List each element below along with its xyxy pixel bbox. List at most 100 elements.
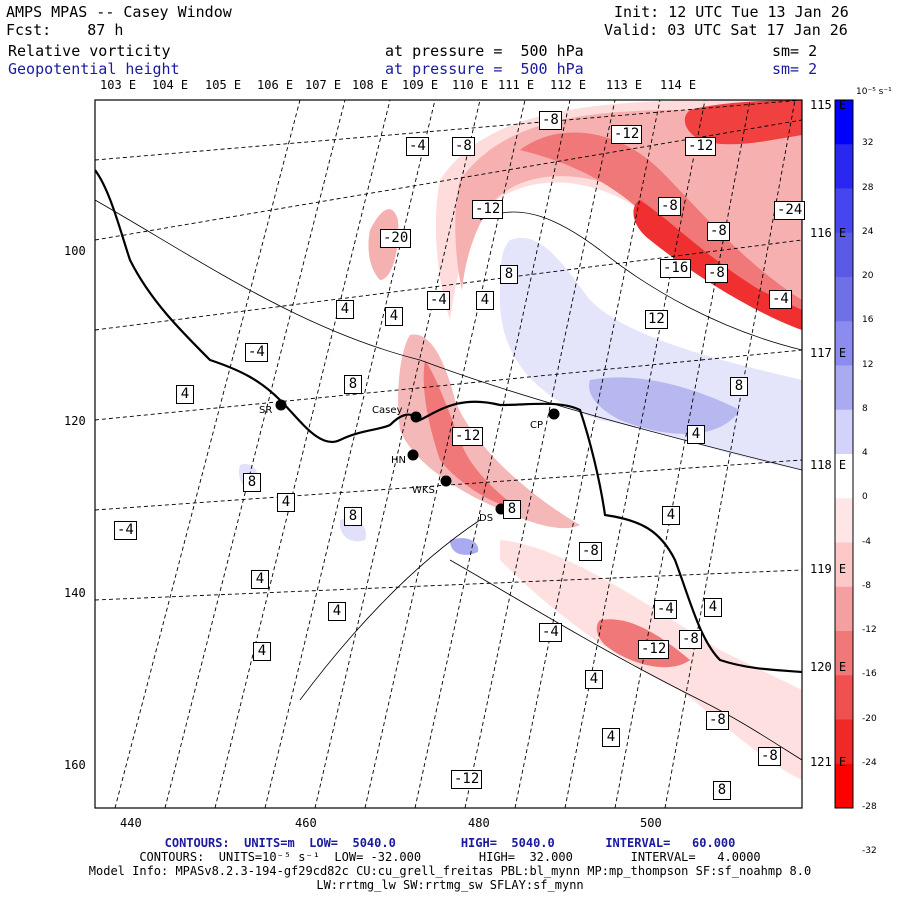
station-marker-hn [407,449,419,461]
contour-value-label: 4 [336,300,354,319]
footer-vorticity-contours: CONTOURS: UNITS=10⁻⁵ s⁻¹ LOW= -32.000 HI… [139,850,761,864]
vort-shade-neg-ridge-core [423,360,520,510]
contour-value-label: -8 [452,137,475,156]
contour-value-label: -4 [114,521,137,540]
colorbar-tick-label: 0 [862,492,868,503]
graticule [95,100,802,808]
colorbar [834,99,854,809]
contour-value-label: 8 [730,377,748,396]
contour-value-label: -12 [451,770,483,789]
contour-value-label: -12 [472,200,504,219]
top-longitude-label: 113 E [606,78,643,92]
right-longitude-label: 116 E [810,226,847,240]
colorbar-tick-label: 24 [862,226,874,237]
station-label-casey: Casey [372,405,402,416]
meridian-line [264,100,436,808]
contour-value-label: -4 [654,600,677,619]
colorbar-tick-label: 20 [862,271,874,281]
vort-shade-neg-ne2 [455,105,802,320]
colorbar-tick-label: 4 [862,448,868,458]
contour-value-label: -24 [774,201,806,220]
colorbar-swatch [835,321,853,366]
colorbar-tick-label: -12 [862,625,877,635]
top-longitude-label: 111 E [498,78,535,92]
colorbar-tick-label: -28 [862,802,877,812]
contour-value-label: -4 [427,291,450,310]
geopotential-contour [95,199,802,471]
contour-value-label: -12 [685,137,717,156]
contour-value-label: -4 [539,623,562,642]
model-title: AMPS MPAS -- Casey Window [6,3,232,21]
contour-value-label: -4 [769,290,792,309]
station-marker-wks [440,475,452,487]
x-axis-tick-label: 500 [640,816,662,830]
meridian-line [314,100,481,808]
colorbar-swatch [835,498,853,543]
contour-value-label: -12 [638,640,670,659]
parallel-line [95,100,802,161]
parallel-line [95,569,802,601]
right-longitude-label: 121 E [810,755,847,769]
contour-value-label: 8 [344,375,362,394]
top-longitude-label: 112 E [550,78,587,92]
map-frame [94,99,803,809]
colorbar-swatch [835,763,853,809]
colorbar-tick-label: 12 [862,359,874,370]
meridian-line [464,100,616,808]
geopotential-contour-2 [299,519,481,701]
colorbar-swatch [835,409,853,455]
top-longitude-label: 103 E [100,78,137,92]
contour-value-label: -8 [705,264,728,283]
geopotential-contour-4 [479,211,802,351]
x-axis-tick-label: 440 [120,816,142,830]
field1-name: Relative vorticity [8,42,171,60]
station-label-cp: CP [530,420,543,431]
meridian-line [214,100,391,808]
colorbar-unit: 10⁻⁵ s⁻¹ [856,87,892,97]
contour-value-label: -4 [406,137,429,156]
meridian-line [664,100,796,808]
coastline-path [95,169,802,674]
contour-value-label: 4 [253,642,271,661]
contour-value-label: -8 [707,222,730,241]
colorbar-swatch [835,631,853,676]
contour-value-label: 8 [713,781,731,800]
contour-value-label: 4 [251,570,269,589]
contour-value-label: 4 [385,307,403,326]
top-longitude-label: 105 E [205,78,242,92]
top-longitude-label: 109 E [402,78,439,92]
vort-shade-neg-ne-top [684,100,802,145]
contour-value-label: -8 [758,747,781,766]
contour-value-label: 8 [503,500,521,519]
contour-value-label: -12 [611,125,643,144]
colorbar-swatch [835,365,853,411]
geopotential-contour-3 [449,559,802,761]
top-longitude-label: 108 E [352,78,389,92]
x-axis-tick-label: 460 [295,816,317,830]
contour-value-label: -8 [579,542,602,561]
meridian-line [164,100,346,808]
contour-value-label: -8 [706,711,729,730]
y-axis-tick-label: 160 [64,758,86,772]
colorbar-swatch [835,675,853,720]
contour-value-label: -4 [245,343,268,362]
parallel-line [95,119,802,241]
contour-value-label: 4 [687,425,705,444]
contour-value-label: 4 [662,506,680,525]
forecast-hour: Fcst: 87 h [6,21,124,39]
meridian-line [614,100,751,808]
colorbar-tick-label: 28 [862,182,874,193]
contour-value-label: 4 [602,728,620,747]
station-label-ds: DS [479,513,493,524]
colorbar-frame [834,99,854,809]
station-marker-cp [548,408,560,420]
top-longitude-label: 106 E [257,78,294,92]
stations-layer: SR Casey HN WKS DS CP [259,399,560,524]
colorbar-swatch [835,719,853,765]
meridian-line [514,100,661,808]
vort-shade-neg-ridge [398,334,580,529]
field1-level: at pressure = 500 hPa [385,42,584,60]
colorbar-swatch [835,232,853,278]
meridian-line [564,100,706,808]
